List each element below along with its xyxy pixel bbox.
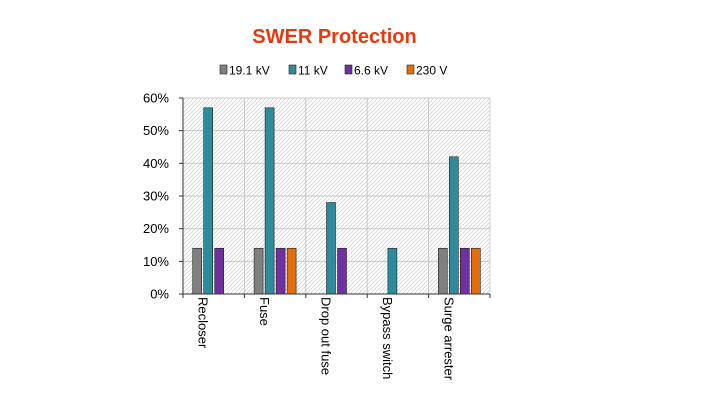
bar xyxy=(275,247,286,295)
chart-title: SWER Protection xyxy=(252,26,417,48)
y-tick-label: 20% xyxy=(143,221,169,236)
bar xyxy=(470,247,481,295)
bar xyxy=(286,247,297,295)
legend-swatch xyxy=(219,64,228,75)
bar xyxy=(337,247,347,295)
y-tick-label: 40% xyxy=(143,156,169,171)
x-category-label: Surge arrester xyxy=(441,297,456,381)
x-category-label: Fuse xyxy=(257,297,272,326)
legend-label: 19.1 kV xyxy=(229,64,270,78)
x-category-label: Bypass switch xyxy=(380,297,395,379)
legend-label: 230 V xyxy=(416,64,447,78)
bar xyxy=(387,247,398,295)
y-tick-label: 30% xyxy=(143,189,169,204)
bar xyxy=(264,107,275,295)
bar xyxy=(192,247,202,295)
bar xyxy=(253,247,264,295)
legend-swatch xyxy=(288,64,297,75)
bar xyxy=(326,202,336,295)
x-category-label: Recloser xyxy=(196,297,211,349)
bar xyxy=(437,247,448,295)
bar xyxy=(203,107,213,295)
y-tick-label: 10% xyxy=(143,254,169,269)
y-tick-label: 0% xyxy=(150,287,169,302)
x-category-label: Drop out fuse xyxy=(319,297,334,375)
bar xyxy=(459,247,470,295)
bar xyxy=(214,247,224,295)
y-tick-label: 50% xyxy=(143,123,169,138)
legend-swatch xyxy=(406,64,415,75)
legend-swatch xyxy=(344,64,353,75)
bar xyxy=(448,156,459,295)
legend-label: 11 kV xyxy=(298,64,328,78)
y-tick-label: 60% xyxy=(143,91,169,106)
legend-label: 6.6 kV xyxy=(354,64,388,78)
